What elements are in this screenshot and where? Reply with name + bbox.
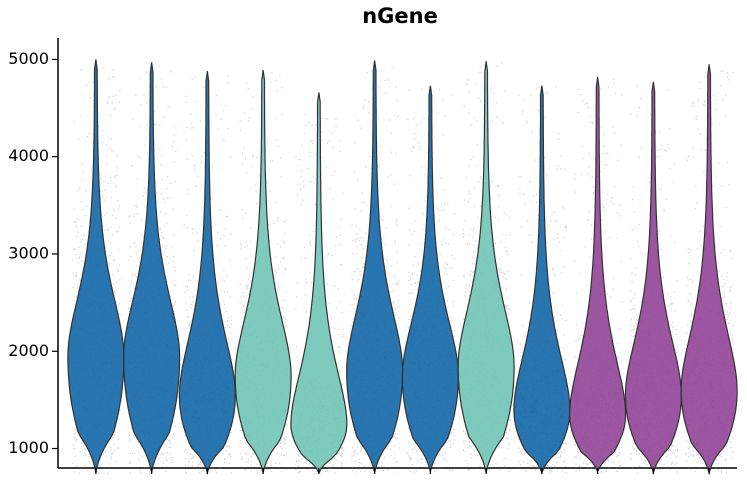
violin [457,61,515,474]
y-tick-label: 5000 [8,49,49,68]
violin [178,71,236,475]
y-tick-label: 2000 [8,341,49,360]
violin [123,62,181,474]
violin [569,76,627,474]
violin [290,92,348,475]
violin [67,59,125,474]
chart-title: nGene [362,4,438,28]
violin [346,60,404,474]
violin [680,64,738,476]
violin [234,70,292,474]
y-tick-label: 4000 [8,146,49,165]
violin [401,85,459,473]
y-tick-label: 1000 [8,438,49,457]
violin [624,81,682,475]
y-tick-label: 3000 [8,243,49,262]
violin [513,85,571,475]
